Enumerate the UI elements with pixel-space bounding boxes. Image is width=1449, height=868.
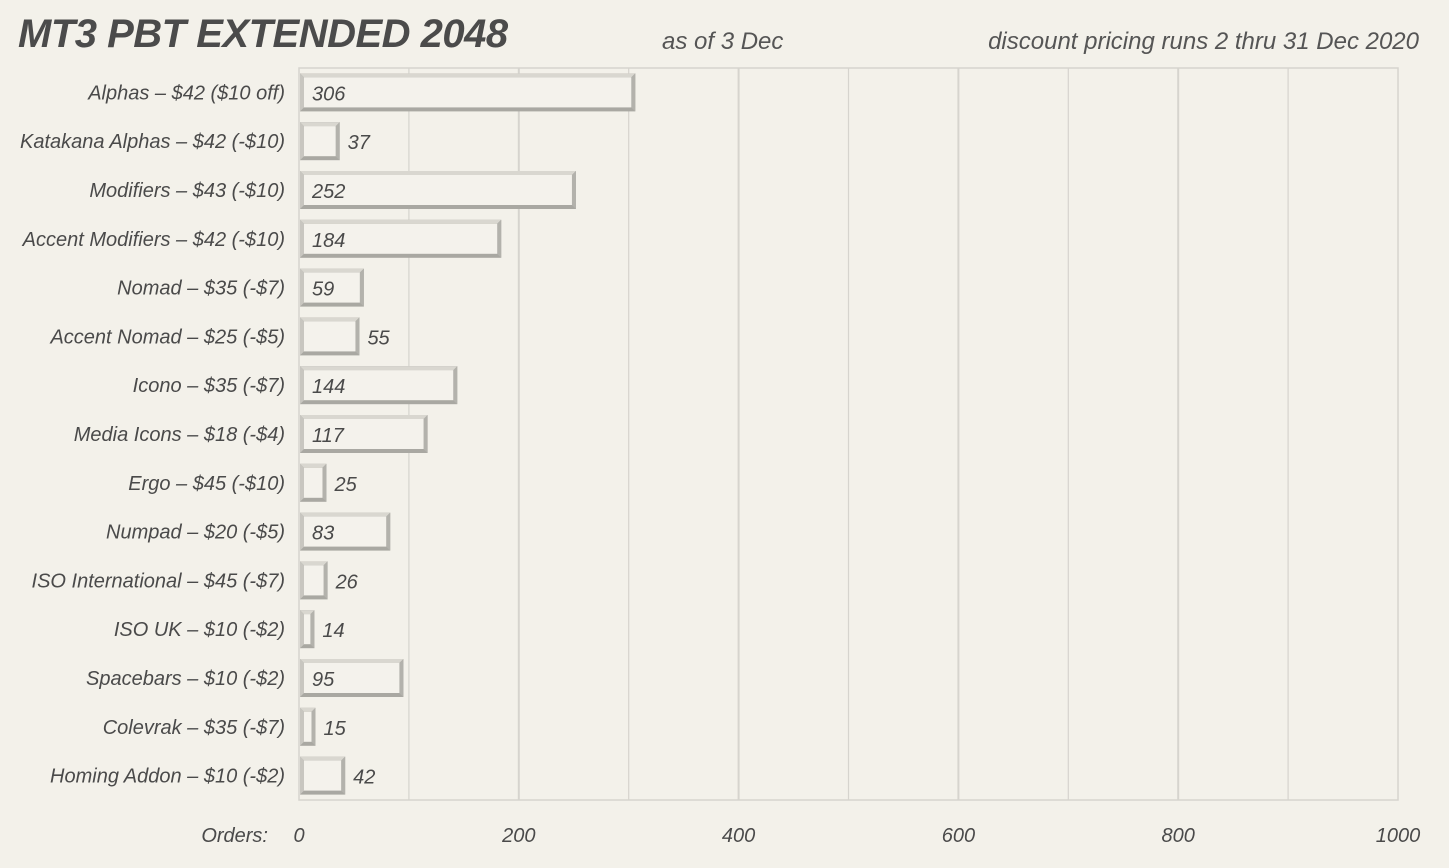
category-label: Icono – $35 (-$7) [133, 375, 285, 397]
category-label: Accent Modifiers – $42 (-$10) [22, 229, 285, 251]
bar [300, 610, 315, 649]
bar [300, 219, 502, 258]
bar [300, 707, 316, 746]
bar [300, 268, 364, 307]
x-tick-label: 600 [942, 825, 975, 847]
category-label: Numpad – $20 (-$5) [106, 522, 285, 544]
value-label: 95 [312, 669, 335, 691]
category-label: ISO International – $45 (-$7) [32, 570, 285, 592]
bar [300, 561, 328, 600]
category-label: Homing Addon – $10 (-$2) [50, 766, 285, 788]
category-label: Accent Nomad – $25 (-$5) [49, 326, 285, 348]
value-label: 144 [312, 376, 345, 398]
value-label: 37 [348, 132, 371, 154]
chart-title: MT3 PBT EXTENDED 2048 [18, 12, 508, 56]
bar [300, 463, 327, 502]
value-label: 59 [312, 279, 334, 301]
value-label: 55 [367, 327, 390, 349]
value-label: 252 [311, 181, 345, 203]
bar [300, 171, 576, 209]
bar [300, 512, 391, 551]
value-label: 15 [323, 718, 346, 740]
value-label: 306 [312, 83, 346, 105]
bar [300, 756, 346, 795]
bar [300, 73, 636, 112]
bar [300, 122, 340, 161]
category-label: Nomad – $35 (-$7) [117, 278, 285, 300]
value-label: 83 [312, 523, 334, 545]
category-label: Alphas – $42 ($10 off) [87, 82, 285, 104]
bar [300, 366, 458, 405]
value-label: 26 [335, 571, 359, 593]
x-tick-label: 200 [501, 825, 535, 847]
value-label: 42 [353, 767, 375, 789]
as-of-date: as of 3 Dec [662, 28, 784, 55]
discount-note: discount pricing runs 2 thru 31 Dec 2020 [988, 28, 1419, 55]
bar [300, 659, 404, 697]
category-label: Modifiers – $43 (-$10) [89, 180, 285, 202]
x-tick-label: 800 [1162, 825, 1195, 847]
bar [300, 415, 428, 453]
category-label: Katakana Alphas – $42 (-$10) [20, 131, 285, 153]
value-label: 184 [312, 230, 345, 252]
value-label: 14 [322, 620, 344, 642]
x-tick-label: 0 [293, 825, 304, 847]
x-tick-label: 1000 [1376, 825, 1421, 847]
x-tick-label: 400 [722, 825, 755, 847]
category-label: ISO UK – $10 (-$2) [114, 619, 285, 641]
bar [300, 317, 360, 356]
value-label: 25 [333, 474, 357, 496]
value-label: 117 [312, 425, 345, 447]
category-label: Media Icons – $18 (-$4) [74, 424, 285, 446]
category-label: Ergo – $45 (-$10) [128, 473, 285, 495]
category-label: Spacebars – $10 (-$2) [86, 668, 285, 690]
category-label: Colevrak – $35 (-$7) [103, 717, 285, 739]
x-axis-label: Orders: [201, 825, 268, 847]
